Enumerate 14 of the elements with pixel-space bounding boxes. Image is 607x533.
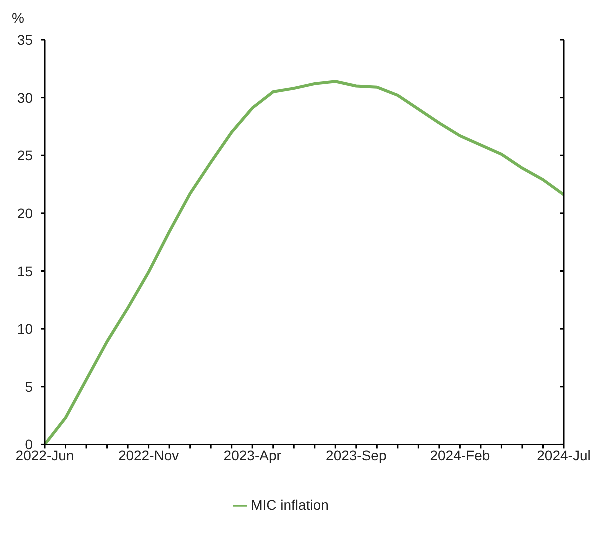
y-tick-label: 15 — [17, 263, 34, 280]
y-tick-label: 35 — [17, 32, 34, 48]
legend-label: MIC inflation — [251, 496, 329, 513]
x-tick-label: 2024-Jul — [537, 448, 591, 464]
x-tick-label: 2023-Apr — [224, 448, 282, 464]
y-tick-label: 20 — [17, 205, 34, 222]
x-tick-label: 2024-Feb — [430, 448, 490, 464]
y-tick-label: 5 — [25, 378, 34, 395]
y-tick-label: 25 — [17, 148, 34, 164]
x-tick-label: 2023-Sep — [326, 448, 387, 464]
x-tick-label: 2022-Nov — [118, 448, 180, 464]
y-axis-title: % — [12, 10, 24, 26]
y-tick-label: 10 — [17, 321, 34, 338]
y-tick-label: 30 — [17, 90, 34, 106]
